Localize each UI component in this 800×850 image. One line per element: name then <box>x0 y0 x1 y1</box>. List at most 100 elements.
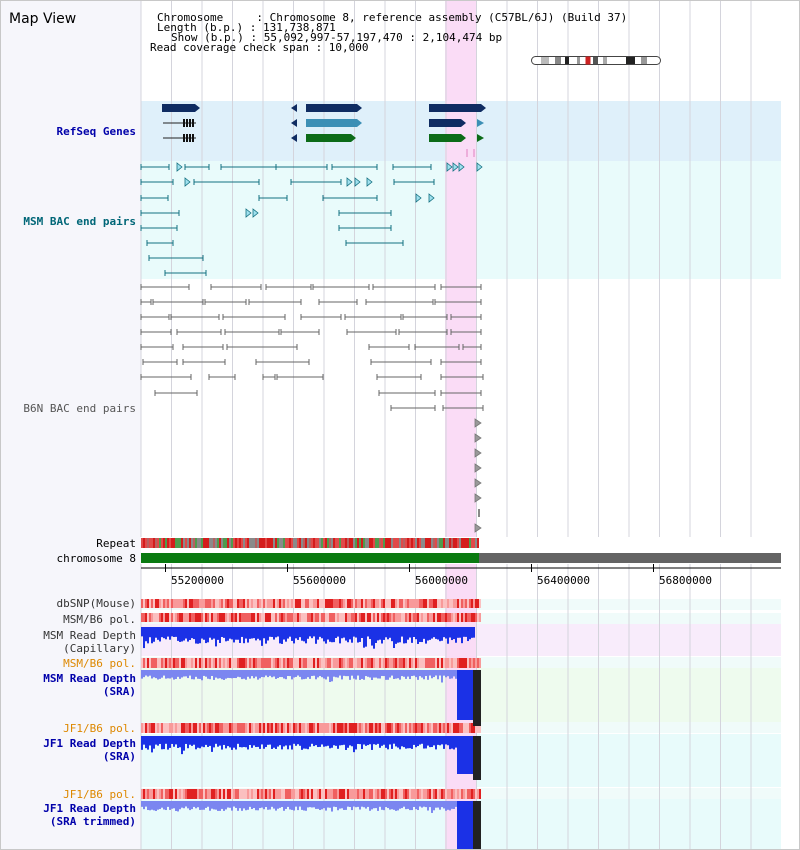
depth-bar <box>447 670 449 677</box>
track-label-jf1-b6-pol[interactable]: JF1/B6 pol. <box>63 722 136 735</box>
heat-cell <box>185 613 187 622</box>
depth-bar <box>413 736 415 745</box>
heat-cell <box>235 599 237 608</box>
track-label-dbsnp[interactable]: dbSNP(Mouse) <box>56 597 136 610</box>
track-label-jf1-b6-pol-2[interactable]: JF1/B6 pol. <box>63 788 136 801</box>
heat-cell <box>251 723 253 733</box>
depth-bar <box>421 801 423 808</box>
heat-cell <box>299 658 301 668</box>
heat-cell <box>435 599 437 608</box>
depth-bar <box>251 627 253 639</box>
depth-bar <box>429 627 431 640</box>
heat-cell <box>369 613 371 622</box>
depth-bar <box>353 801 355 807</box>
chromosome-bar-uncovered <box>479 553 781 563</box>
heat-cell <box>385 599 387 608</box>
depth-bar <box>345 801 347 810</box>
depth-bar <box>191 627 193 639</box>
heat-cell <box>315 723 317 733</box>
heat-cell <box>197 789 199 799</box>
depth-bar <box>153 801 155 811</box>
bac-end-arrow <box>474 448 482 458</box>
depth-bar <box>195 627 197 644</box>
heat-cell <box>441 723 443 733</box>
repeat-segment <box>281 538 283 548</box>
depth-bar <box>271 627 273 637</box>
heat-cell <box>463 613 465 622</box>
depth-bar <box>387 736 389 750</box>
heat-cell <box>429 723 431 733</box>
depth-bar <box>465 627 467 637</box>
depth-bar <box>317 801 319 809</box>
depth-bar <box>305 736 307 749</box>
heat-cell <box>347 599 349 608</box>
heat-cell <box>259 599 261 608</box>
heat-cell <box>235 789 237 799</box>
heat-cell <box>233 723 235 733</box>
depth-bar <box>281 736 283 750</box>
chromosome-ideogram[interactable] <box>531 55 661 65</box>
heat-cell <box>167 658 169 668</box>
heat-cell <box>411 789 413 799</box>
heat-cell <box>243 723 245 733</box>
heat-cell <box>371 613 373 622</box>
heat-cell <box>399 658 401 668</box>
heat-cell <box>379 789 381 799</box>
repeat-segment <box>219 538 221 548</box>
depth-bar <box>411 801 413 811</box>
depth-bar <box>183 801 185 809</box>
depth-bar <box>359 801 361 810</box>
track-label-msm-b6-pol-2[interactable]: MSM/B6 pol. <box>63 657 136 670</box>
depth-bar <box>463 627 465 637</box>
depth-bar <box>243 627 245 644</box>
heat-cell <box>217 789 219 799</box>
depth-bar <box>265 627 267 644</box>
heat-cell <box>423 599 425 608</box>
heat-cell <box>151 789 153 799</box>
heat-cell <box>227 613 229 622</box>
heat-cell <box>177 599 179 608</box>
heat-cell <box>285 723 287 733</box>
depth-bar <box>141 736 143 750</box>
depth-bar <box>431 736 433 748</box>
depth-bar <box>457 801 473 849</box>
depth-bar <box>265 801 267 808</box>
heat-cell <box>267 658 269 668</box>
depth-bar-end <box>473 801 481 849</box>
depth-bar <box>239 627 241 643</box>
heat-cell <box>181 613 183 622</box>
repeat-segment <box>239 538 241 548</box>
depth-bar <box>297 627 299 640</box>
repeat-segment <box>385 538 387 548</box>
track-label-jf1-depth-sra[interactable]: JF1 Read Depth <box>43 737 136 750</box>
track-label-msm-b6-pol[interactable]: MSM/B6 pol. <box>63 613 136 626</box>
track-label-repeat[interactable]: Repeat <box>96 537 136 550</box>
track-label-b6n-bac[interactable]: B6N BAC end pairs <box>23 402 136 415</box>
depth-bar <box>287 670 289 676</box>
track-label-msm-bac[interactable]: MSM BAC end pairs <box>23 215 136 228</box>
heat-cell <box>259 723 261 733</box>
depth-bar <box>351 801 353 811</box>
heat-cell <box>165 723 167 733</box>
heat-cell <box>395 789 397 799</box>
heat-cell <box>405 658 407 668</box>
track-label-chromosome[interactable]: chromosome 8 <box>56 552 136 565</box>
heat-cell <box>453 613 455 622</box>
heat-cell <box>319 723 321 733</box>
heat-cell <box>143 599 145 608</box>
track-label-msm-depth-sra[interactable]: MSM Read Depth <box>43 672 136 685</box>
depth-bar <box>183 736 185 751</box>
track-label-jf1-depth-trimmed[interactable]: JF1 Read Depth <box>43 802 136 815</box>
depth-bar <box>141 627 143 637</box>
heat-cell <box>287 658 289 668</box>
heat-cell <box>303 599 305 608</box>
heat-cell <box>355 599 357 608</box>
heat-cell <box>467 789 469 799</box>
track-label-refseq-genes[interactable]: RefSeq Genes <box>56 125 136 138</box>
depth-bar <box>339 627 341 644</box>
track-label-msm-depth-capillary[interactable]: MSM Read Depth <box>43 629 136 642</box>
depth-bar <box>225 736 227 749</box>
heat-cell <box>461 723 463 733</box>
heat-cell <box>281 789 283 799</box>
heat-cell <box>403 789 405 799</box>
